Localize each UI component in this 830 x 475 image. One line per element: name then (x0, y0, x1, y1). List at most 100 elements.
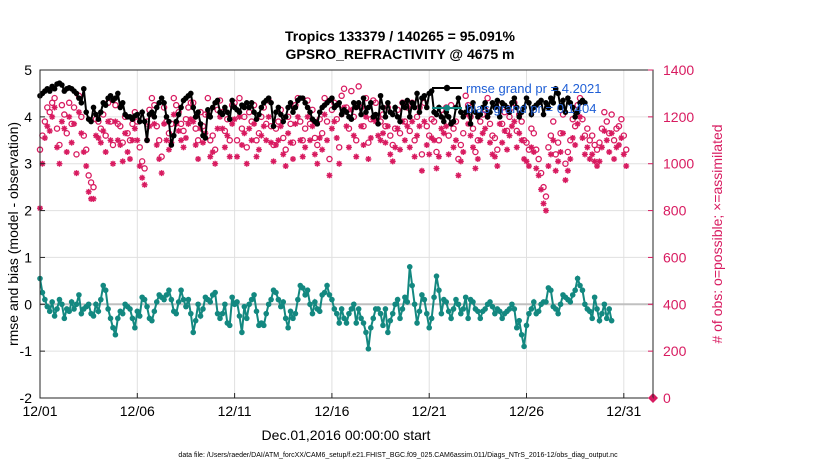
possible-obs-point (387, 132, 394, 139)
possible-obs-point (297, 118, 304, 125)
bias-point (95, 308, 102, 315)
assimilated-obs-point (513, 144, 520, 151)
bias-point (433, 273, 440, 279)
bias-point (190, 329, 197, 336)
bias-point (569, 292, 576, 298)
bias-point (290, 315, 296, 322)
assimilated-obs-point (297, 137, 304, 144)
bias-point (336, 320, 343, 326)
assimilated-obs-point (100, 127, 107, 134)
bias-point (59, 301, 65, 308)
bias-point (212, 289, 218, 296)
bias-point (431, 294, 437, 301)
rmse-point (389, 111, 396, 118)
bias-point (229, 294, 235, 301)
possible-obs-point (117, 122, 124, 130)
rmse-point (462, 109, 469, 115)
y-left-tick-label: 1 (24, 249, 32, 265)
assimilated-obs-point (569, 134, 576, 141)
bias-point (443, 299, 450, 305)
x-tick-label: 12/26 (509, 403, 544, 419)
possible-obs-point (610, 137, 618, 144)
bias-point (526, 310, 532, 317)
assimilated-obs-point (615, 141, 622, 148)
bias-point (144, 303, 150, 310)
assimilated-obs-point (579, 134, 586, 141)
rmse-point (572, 114, 578, 120)
possible-obs-point (423, 122, 431, 130)
bias-point (404, 299, 411, 305)
rmse-point (153, 104, 160, 111)
assimilated-obs-point (450, 144, 457, 151)
possible-obs-point (53, 125, 61, 132)
bias-point (358, 315, 364, 322)
rmse-point (392, 104, 398, 111)
x-tick-label: 12/16 (314, 403, 349, 419)
assimilated-obs-point (75, 109, 82, 116)
rmse-point (304, 104, 311, 111)
rmse-point (268, 100, 274, 106)
y-left-tick-label: -1 (20, 343, 33, 359)
x-axis-ticks: 12/01 12/06 12/11 12/16 12/21 12/26 12/31 (22, 393, 642, 419)
possible-obs-point (355, 83, 362, 90)
possible-obs-point (462, 92, 469, 100)
rmse-point (316, 109, 323, 115)
bias-point (455, 301, 462, 308)
assimilated-obs-point (134, 137, 141, 144)
bias-point (44, 303, 51, 310)
possible-obs-point (593, 146, 601, 153)
assimilated-obs-point (92, 132, 99, 139)
bias-point (161, 296, 167, 303)
bias-point (115, 315, 121, 322)
bias-point (105, 306, 111, 312)
assimilated-obs-point (199, 139, 206, 146)
bias-point (594, 306, 600, 312)
assimilated-obs-point (253, 153, 260, 160)
bias-point (428, 315, 435, 322)
rmse-point (506, 109, 513, 115)
bias-point (127, 306, 133, 312)
bias-point (513, 324, 520, 331)
assimilated-obs-point (530, 149, 537, 155)
assimilated-obs-point (345, 144, 352, 151)
assimilated-obs-point (136, 163, 143, 170)
possible-obs-point (469, 125, 477, 132)
possible-obs-point (484, 94, 491, 102)
bias-point (285, 324, 291, 331)
bias-point (567, 299, 574, 305)
assimilated-obs-point (552, 167, 559, 174)
bias-point (299, 285, 306, 291)
rmse-point (80, 85, 87, 92)
assimilated-obs-point (83, 163, 90, 170)
rmse-point (548, 95, 554, 101)
rmse-point (285, 104, 291, 111)
bias-point (591, 294, 598, 301)
bias-point (246, 301, 252, 308)
assimilated-obs-point (404, 123, 411, 130)
bias-point (355, 306, 362, 312)
assimilated-obs-point (238, 141, 245, 148)
assimilated-obs-point (620, 151, 627, 158)
bias-point (268, 296, 274, 303)
assimilated-obs-point (277, 123, 284, 130)
chart-title-line1: Tropics 133379 / 140265 = 95.091% (285, 28, 516, 44)
rmse-point (139, 109, 145, 115)
assimilated-obs-point (401, 137, 408, 144)
possible-obs-point (65, 99, 73, 107)
assimilated-obs-point (287, 139, 294, 146)
rmse-point (134, 111, 141, 118)
bias-point (487, 299, 493, 305)
assimilated-obs-point (90, 195, 97, 202)
possible-obs-point (236, 94, 243, 102)
rmse-point (59, 82, 65, 88)
assimilated-obs-point (49, 113, 56, 120)
possible-obs-point (280, 134, 287, 142)
rmse-point (411, 104, 418, 111)
bias-point (531, 299, 537, 305)
bias-point (477, 315, 484, 322)
assimilated-obs-point (66, 113, 73, 120)
bias-point (183, 303, 189, 310)
assimilated-obs-point (156, 156, 163, 163)
bias-point (200, 306, 206, 312)
assimilated-obs-point (299, 153, 306, 160)
